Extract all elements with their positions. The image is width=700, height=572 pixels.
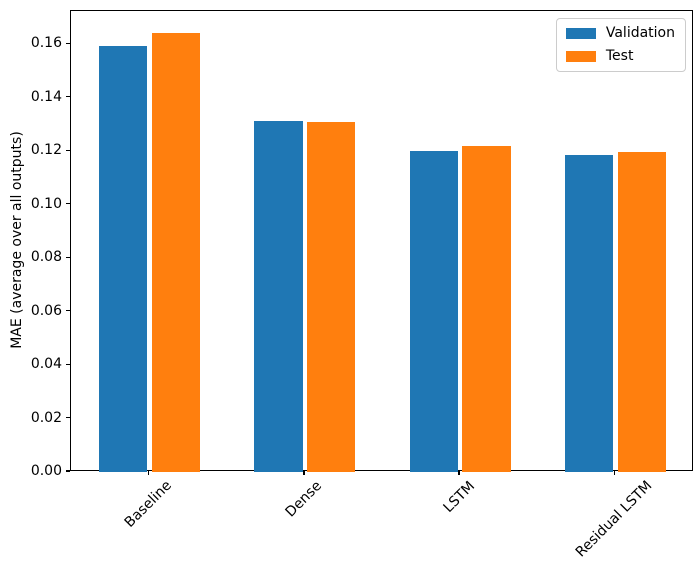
x-tick-mark	[148, 471, 150, 475]
y-tick-mark	[66, 96, 70, 98]
y-tick-mark	[66, 470, 70, 472]
y-tick-mark	[66, 363, 70, 365]
x-tick-mark	[613, 471, 615, 475]
y-tick-label: 0.02	[30, 409, 62, 426]
bar-validation-dense	[254, 121, 303, 472]
plot-area	[70, 10, 693, 472]
bar-validation-residual-lstm	[564, 155, 613, 472]
bar-test-dense	[307, 121, 356, 472]
x-tick-label-baseline: Baseline	[121, 477, 176, 532]
legend-swatch-validation	[565, 28, 596, 39]
bar-validation-lstm	[409, 150, 458, 472]
bar-test-lstm	[462, 145, 511, 472]
legend: Validation Test	[555, 18, 686, 72]
y-tick-label: 0.14	[30, 88, 62, 105]
y-tick-label: 0.06	[30, 302, 62, 319]
y-tick-label: 0.10	[30, 195, 62, 212]
y-tick-mark	[66, 149, 70, 151]
legend-label-test: Test	[605, 48, 634, 64]
y-tick-mark	[66, 310, 70, 312]
legend-item-test: Test	[565, 48, 675, 64]
y-tick-label: 0.16	[30, 35, 62, 52]
x-tick-mark	[458, 471, 460, 475]
y-tick-label: 0.08	[30, 249, 62, 266]
y-tick-label: 0.12	[30, 142, 62, 159]
bar-test-residual-lstm	[617, 152, 666, 472]
legend-label-validation: Validation	[605, 25, 675, 41]
x-tick-label-dense: Dense	[282, 477, 325, 521]
bar-validation-baseline	[99, 45, 148, 472]
y-tick-mark	[66, 42, 70, 44]
x-tick-label-lstm: LSTM	[440, 477, 478, 516]
y-tick-label: 0.00	[30, 463, 62, 479]
bar-test-baseline	[152, 33, 201, 472]
x-tick-mark	[303, 471, 305, 475]
y-tick-label: 0.04	[30, 356, 62, 373]
legend-item-validation: Validation	[565, 25, 675, 41]
x-tick-label-residual-lstm: Residual LSTM	[572, 478, 656, 561]
legend-swatch-test	[565, 51, 596, 62]
y-tick-mark	[66, 256, 70, 258]
y-tick-mark	[66, 203, 70, 205]
y-tick-mark	[66, 416, 70, 419]
